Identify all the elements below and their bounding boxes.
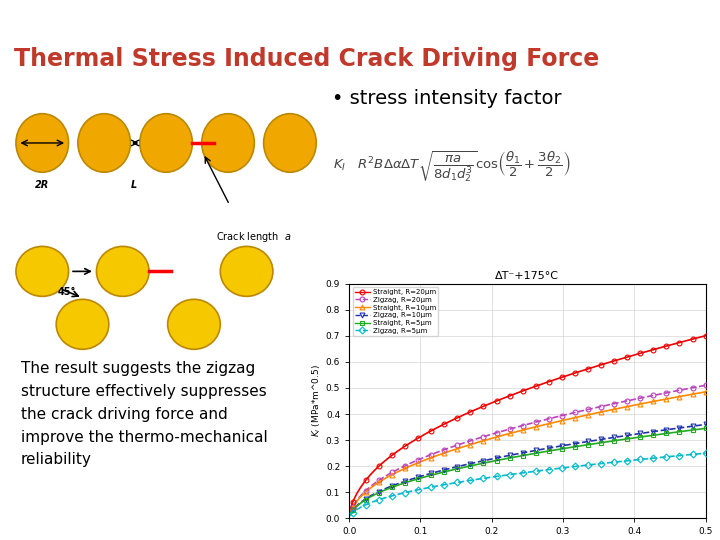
Circle shape: [202, 114, 254, 172]
Title: ΔT⁻+175°C: ΔT⁻+175°C: [495, 271, 559, 281]
Circle shape: [96, 246, 149, 296]
Circle shape: [16, 246, 68, 296]
Text: • stress intensity factor: • stress intensity factor: [332, 89, 562, 108]
Circle shape: [264, 114, 316, 172]
Text: 45°: 45°: [58, 287, 76, 297]
Legend: Straight, R=20μm, Zigzag, R=20μm, Straight, R=10μm, Zigzag, R=10μm, Straight, R=: Straight, R=20μm, Zigzag, R=20μm, Straig…: [353, 287, 438, 336]
Text: $K_I \quad R^2 B \Delta\alpha \Delta T \sqrt{\dfrac{\pi a}{8d_1 d_2^3}}\cos\!\le: $K_I \quad R^2 B \Delta\alpha \Delta T \…: [333, 149, 570, 184]
Text: L: L: [130, 180, 137, 190]
Circle shape: [16, 114, 68, 172]
Circle shape: [78, 114, 130, 172]
Circle shape: [56, 299, 109, 349]
Text: Crack length  $a$: Crack length $a$: [216, 230, 292, 244]
Circle shape: [140, 114, 192, 172]
Text: The result suggests the zigzag
structure effectively suppresses
the crack drivin: The result suggests the zigzag structure…: [21, 361, 267, 468]
Text: Thermal Stress Induced Crack Driving Force: Thermal Stress Induced Crack Driving For…: [14, 47, 600, 71]
Y-axis label: $K_I$ (MPa*m^0.5): $K_I$ (MPa*m^0.5): [310, 364, 323, 437]
Circle shape: [220, 246, 273, 296]
Text: 2R: 2R: [35, 180, 49, 190]
Circle shape: [168, 299, 220, 349]
